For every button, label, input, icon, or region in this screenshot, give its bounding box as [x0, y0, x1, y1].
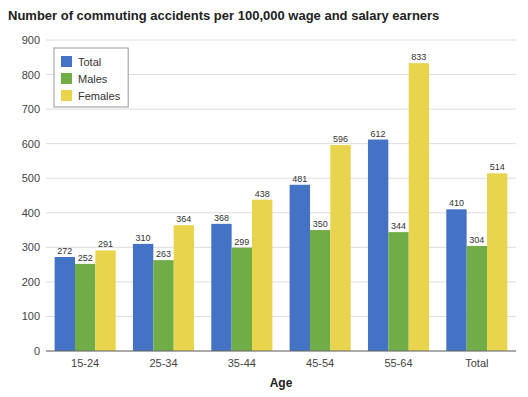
bar	[467, 246, 487, 351]
x-tick-label: Total	[465, 357, 488, 369]
bar	[388, 232, 408, 351]
y-tick-label: 400	[22, 207, 40, 219]
grid-line	[46, 351, 516, 352]
data-label: 344	[391, 221, 406, 231]
bar	[487, 173, 507, 351]
grid-line	[46, 212, 516, 213]
bar	[330, 145, 350, 351]
x-axis-label: Age	[270, 376, 293, 390]
legend-swatch	[61, 73, 72, 84]
legend-swatch	[61, 56, 72, 67]
grid	[46, 40, 516, 351]
data-label: 291	[98, 239, 113, 249]
bar	[95, 250, 115, 351]
bar	[368, 140, 388, 351]
legend-label: Females	[78, 90, 121, 102]
data-label: 481	[292, 174, 307, 184]
legend: Total Males Females	[54, 48, 128, 107]
data-label: 833	[411, 52, 426, 62]
y-tick-label: 500	[22, 172, 40, 184]
bar	[153, 260, 173, 351]
bar	[211, 224, 231, 351]
data-label: 364	[176, 214, 191, 224]
y-tick-label: 300	[22, 241, 40, 253]
y-tick-label: 600	[22, 138, 40, 150]
data-label: 304	[469, 235, 484, 245]
legend-swatch	[61, 90, 72, 101]
data-label: 310	[136, 233, 151, 243]
legend-box	[54, 48, 128, 107]
data-label: 514	[490, 162, 505, 172]
grid-line	[46, 281, 516, 282]
x-tick-label: 45-54	[306, 357, 334, 369]
data-label: 368	[214, 213, 229, 223]
bar	[75, 264, 95, 351]
chart: Number of commuting accidents per 100,00…	[0, 0, 528, 397]
grid-line	[46, 316, 516, 317]
bar	[409, 63, 429, 351]
bar	[174, 225, 194, 351]
bar	[232, 248, 252, 351]
x-tick-label: 35-44	[228, 357, 256, 369]
y-tick-label: 100	[22, 310, 40, 322]
bar	[290, 185, 310, 351]
x-tick-label: 15-24	[71, 357, 99, 369]
x-axis	[46, 351, 516, 352]
data-label: 596	[333, 134, 348, 144]
data-label: 410	[449, 198, 464, 208]
legend-label: Males	[78, 73, 108, 85]
data-label: 299	[234, 237, 249, 247]
bar	[252, 200, 272, 351]
bar	[446, 209, 466, 351]
data-label: 263	[156, 249, 171, 259]
y-tick-label: 900	[22, 34, 40, 46]
y-tick-label: 0	[34, 345, 40, 357]
grid-line	[46, 178, 516, 179]
grid-line	[46, 143, 516, 144]
y-tick-label: 700	[22, 103, 40, 115]
x-tick-label: 25-34	[149, 357, 177, 369]
grid-line	[46, 109, 516, 110]
legend-label: Total	[78, 56, 101, 68]
title: Number of commuting accidents per 100,00…	[8, 8, 439, 23]
x-tick-label: 55-64	[384, 357, 412, 369]
data-label: 612	[371, 129, 386, 139]
data-label: 438	[255, 189, 270, 199]
data-label: 272	[57, 246, 72, 256]
data-label: 252	[78, 253, 93, 263]
y-tick-label: 200	[22, 276, 40, 288]
data-label: 350	[313, 219, 328, 229]
y-tick-label: 800	[22, 69, 40, 81]
bar	[55, 257, 75, 351]
grid-line	[46, 247, 516, 248]
bar	[133, 244, 153, 351]
bar	[310, 230, 330, 351]
grid-line	[46, 40, 516, 41]
